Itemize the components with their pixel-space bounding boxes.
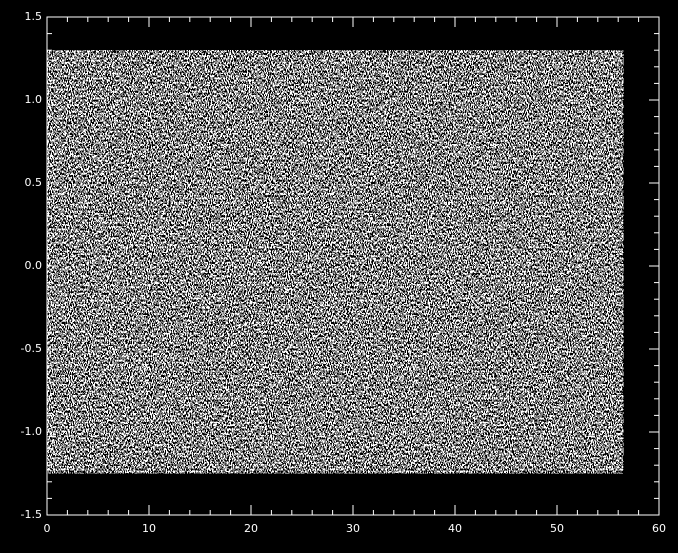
x-tick-label: 50 (550, 522, 564, 535)
chart: 0 10 20 30 40 50 60 -1.5 -1.0 -0.5 0.0 0.5 1.0 1.5 (0, 0, 678, 553)
page: 0102030405060-1.5-1.0-0.50.00.51.01.5 ((… (0, 0, 678, 553)
y-tick-label: 1.5 (25, 10, 43, 23)
x-tick-label: 30 (346, 522, 360, 535)
x-tick-label: 40 (448, 522, 462, 535)
y-tick-label: 1.0 (25, 93, 43, 106)
point-cloud (47, 50, 623, 473)
y-tick-label: -1.5 (21, 508, 42, 521)
x-tick-label: 20 (244, 522, 258, 535)
x-tick-label: 10 (142, 522, 156, 535)
y-tick-label: -1.0 (21, 425, 42, 438)
x-tick-label: 60 (652, 522, 666, 535)
x-tick-label: 0 (44, 522, 51, 535)
y-tick-label: 0.5 (25, 176, 43, 189)
y-tick-label: -0.5 (21, 342, 42, 355)
y-tick-label: 0.0 (25, 259, 43, 272)
